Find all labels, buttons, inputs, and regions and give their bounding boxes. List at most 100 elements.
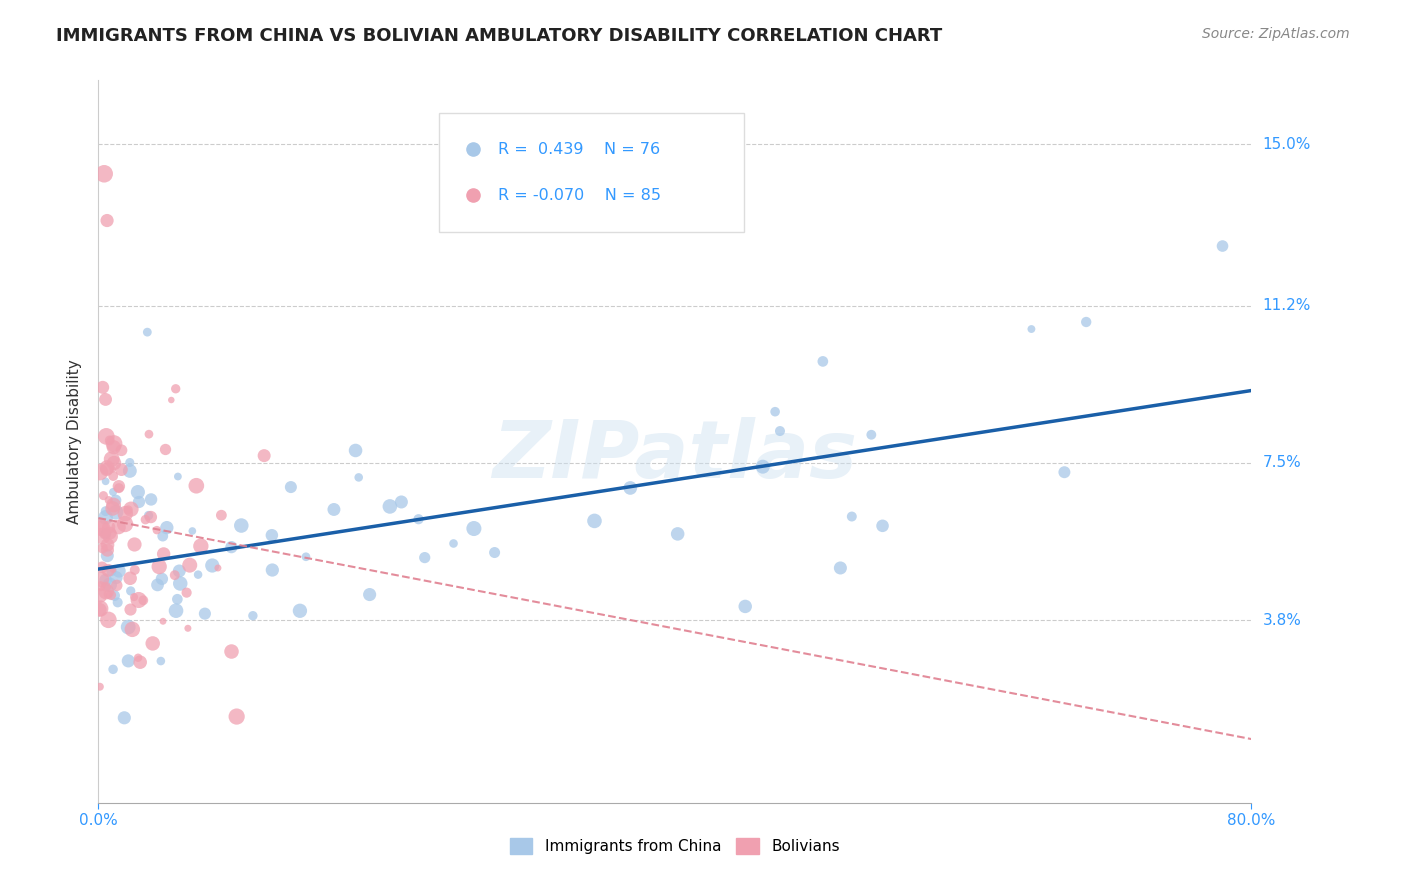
Point <box>344 443 367 458</box>
Point <box>127 650 149 665</box>
Point <box>146 523 169 537</box>
Point <box>176 585 198 599</box>
Point <box>139 510 162 524</box>
Point <box>1053 465 1076 479</box>
Point <box>124 537 146 551</box>
Point <box>619 481 641 495</box>
Point <box>165 382 187 396</box>
Point <box>107 595 129 609</box>
Point <box>443 536 465 550</box>
Point <box>89 601 111 615</box>
Point <box>280 480 302 494</box>
Point <box>97 613 120 627</box>
Point <box>103 456 125 470</box>
Point <box>112 711 135 725</box>
Text: 7.5%: 7.5% <box>1263 455 1301 470</box>
Point <box>169 576 191 591</box>
Point <box>186 479 208 493</box>
Point <box>91 529 114 543</box>
Point <box>142 636 165 650</box>
Point <box>128 593 150 607</box>
Point <box>734 599 756 614</box>
Point <box>1021 322 1043 336</box>
Point <box>94 580 117 594</box>
Point <box>242 608 264 623</box>
Point <box>177 621 200 635</box>
Point <box>260 528 283 542</box>
Point <box>94 526 117 541</box>
Point <box>121 623 143 637</box>
Point <box>96 549 118 563</box>
Point <box>152 547 174 561</box>
Point <box>138 508 160 523</box>
Point <box>253 449 276 463</box>
Point <box>96 538 118 552</box>
Point <box>94 504 117 518</box>
Point <box>117 503 139 517</box>
Point <box>139 492 162 507</box>
Point <box>105 578 128 592</box>
Point <box>811 354 834 368</box>
Point <box>89 465 111 479</box>
Point <box>100 588 122 602</box>
Point <box>100 564 122 578</box>
Point <box>413 550 436 565</box>
Point <box>359 588 381 602</box>
Point <box>763 405 786 419</box>
Point <box>769 424 792 438</box>
Point <box>225 709 247 723</box>
Point <box>98 578 121 592</box>
Text: R = -0.070    N = 85: R = -0.070 N = 85 <box>499 188 661 203</box>
Point <box>91 521 114 535</box>
Point <box>110 443 132 458</box>
Point <box>101 501 124 516</box>
Point <box>103 436 125 450</box>
Point <box>96 213 118 227</box>
Point <box>89 602 111 616</box>
Point <box>117 620 139 634</box>
Point <box>101 662 124 676</box>
Point <box>97 587 120 601</box>
Point <box>221 644 243 658</box>
Point <box>100 452 122 467</box>
Point <box>103 469 125 483</box>
Point <box>150 572 173 586</box>
Point <box>110 463 132 477</box>
Point <box>190 539 212 553</box>
Point <box>152 614 174 628</box>
Point <box>103 589 125 603</box>
Point <box>94 584 117 599</box>
Point <box>187 567 209 582</box>
Point <box>152 529 174 543</box>
Legend: Immigrants from China, Bolivians: Immigrants from China, Bolivians <box>503 832 846 860</box>
Point <box>194 607 217 621</box>
Text: Source: ZipAtlas.com: Source: ZipAtlas.com <box>1202 27 1350 41</box>
Point <box>101 563 124 577</box>
Point <box>231 518 253 533</box>
Point <box>262 563 284 577</box>
Point <box>114 507 136 521</box>
Point <box>129 655 152 669</box>
Point <box>209 508 232 523</box>
Point <box>378 500 401 514</box>
Text: ZIPatlas: ZIPatlas <box>492 417 858 495</box>
Point <box>101 462 124 476</box>
Point <box>93 167 115 181</box>
Point <box>148 559 170 574</box>
Point <box>860 427 883 442</box>
Point <box>288 604 311 618</box>
Point <box>872 518 894 533</box>
Point <box>96 462 118 476</box>
Point <box>108 481 131 495</box>
Point <box>103 498 125 512</box>
Point <box>89 520 111 534</box>
Point <box>156 521 179 535</box>
Point <box>103 440 125 454</box>
Point <box>97 563 120 577</box>
Point <box>408 512 430 526</box>
Point <box>96 543 118 558</box>
Point <box>128 495 150 509</box>
Point <box>323 502 346 516</box>
Point <box>89 589 111 603</box>
Point <box>120 571 142 585</box>
